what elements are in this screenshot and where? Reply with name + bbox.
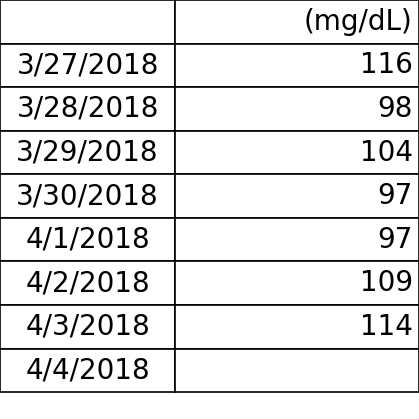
Text: 98: 98 bbox=[378, 95, 413, 123]
Text: 3/27/2018: 3/27/2018 bbox=[16, 52, 159, 79]
Bar bbox=[175, 218, 419, 261]
Bar bbox=[0, 261, 175, 305]
Text: (mg/dL): (mg/dL) bbox=[304, 8, 413, 36]
Bar bbox=[175, 87, 419, 131]
Bar bbox=[175, 0, 419, 44]
Bar bbox=[0, 305, 175, 349]
Bar bbox=[0, 349, 175, 392]
Text: 109: 109 bbox=[360, 269, 413, 297]
Text: 4/4/2018: 4/4/2018 bbox=[25, 357, 150, 384]
Text: 4/3/2018: 4/3/2018 bbox=[25, 313, 150, 341]
Text: 4/2/2018: 4/2/2018 bbox=[25, 269, 150, 297]
Bar bbox=[175, 174, 419, 218]
Bar bbox=[0, 174, 175, 218]
Text: 3/30/2018: 3/30/2018 bbox=[16, 182, 159, 210]
Text: 3/28/2018: 3/28/2018 bbox=[16, 95, 159, 123]
Text: 114: 114 bbox=[360, 313, 413, 341]
Text: 4/1/2018: 4/1/2018 bbox=[25, 226, 150, 253]
Bar bbox=[175, 44, 419, 87]
Bar bbox=[175, 305, 419, 349]
Text: 3/29/2018: 3/29/2018 bbox=[16, 139, 159, 166]
Bar bbox=[175, 349, 419, 392]
Bar bbox=[0, 87, 175, 131]
Bar bbox=[0, 44, 175, 87]
Bar bbox=[175, 261, 419, 305]
Bar bbox=[0, 131, 175, 174]
Text: 116: 116 bbox=[360, 52, 413, 79]
Bar bbox=[0, 0, 175, 44]
Bar bbox=[0, 218, 175, 261]
Text: 97: 97 bbox=[378, 182, 413, 210]
Text: 97: 97 bbox=[378, 226, 413, 253]
Bar bbox=[175, 131, 419, 174]
Text: 104: 104 bbox=[360, 139, 413, 166]
